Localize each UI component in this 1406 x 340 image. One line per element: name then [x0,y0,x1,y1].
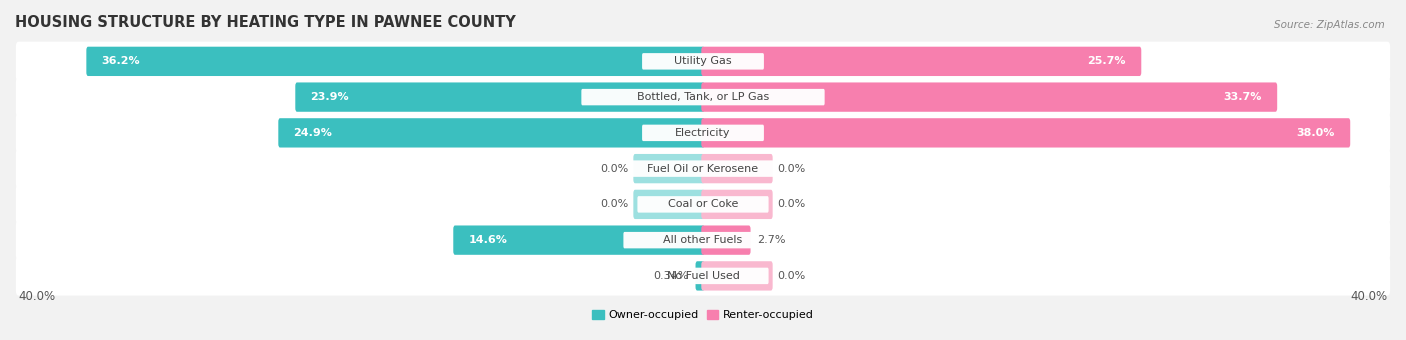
FancyBboxPatch shape [637,268,769,284]
FancyBboxPatch shape [696,261,704,291]
FancyBboxPatch shape [600,160,806,177]
Text: 24.9%: 24.9% [294,128,332,138]
FancyBboxPatch shape [702,190,773,219]
Text: Source: ZipAtlas.com: Source: ZipAtlas.com [1274,20,1385,30]
Text: 40.0%: 40.0% [1351,290,1388,303]
Text: 0.0%: 0.0% [600,164,628,174]
FancyBboxPatch shape [278,118,704,148]
Text: 0.0%: 0.0% [600,199,628,209]
Text: 0.34%: 0.34% [654,271,689,281]
Text: 0.0%: 0.0% [778,199,806,209]
FancyBboxPatch shape [15,185,1391,224]
FancyBboxPatch shape [637,196,769,212]
Text: 25.7%: 25.7% [1087,56,1126,66]
Text: 2.7%: 2.7% [758,235,786,245]
FancyBboxPatch shape [15,42,1391,81]
FancyBboxPatch shape [702,261,773,291]
Legend: Owner-occupied, Renter-occupied: Owner-occupied, Renter-occupied [588,306,818,325]
Text: Coal or Coke: Coal or Coke [668,199,738,209]
FancyBboxPatch shape [702,83,1277,112]
Text: Utility Gas: Utility Gas [675,56,731,66]
FancyBboxPatch shape [633,190,704,219]
FancyBboxPatch shape [702,154,773,183]
Text: 36.2%: 36.2% [101,56,141,66]
Text: Electricity: Electricity [675,128,731,138]
FancyBboxPatch shape [581,89,825,105]
FancyBboxPatch shape [643,125,763,141]
FancyBboxPatch shape [702,47,1142,76]
FancyBboxPatch shape [643,53,763,70]
Text: 38.0%: 38.0% [1296,128,1334,138]
Text: 0.0%: 0.0% [778,271,806,281]
Text: 14.6%: 14.6% [468,235,508,245]
FancyBboxPatch shape [15,256,1391,295]
FancyBboxPatch shape [15,78,1391,117]
FancyBboxPatch shape [633,154,704,183]
Text: 33.7%: 33.7% [1223,92,1263,102]
FancyBboxPatch shape [702,225,751,255]
Text: 40.0%: 40.0% [18,290,55,303]
FancyBboxPatch shape [15,113,1391,153]
FancyBboxPatch shape [15,220,1391,260]
Text: HOUSING STRUCTURE BY HEATING TYPE IN PAWNEE COUNTY: HOUSING STRUCTURE BY HEATING TYPE IN PAW… [15,15,516,30]
Text: All other Fuels: All other Fuels [664,235,742,245]
FancyBboxPatch shape [623,232,783,248]
Text: 23.9%: 23.9% [311,92,349,102]
FancyBboxPatch shape [453,225,704,255]
FancyBboxPatch shape [295,83,704,112]
Text: Bottled, Tank, or LP Gas: Bottled, Tank, or LP Gas [637,92,769,102]
Text: Fuel Oil or Kerosene: Fuel Oil or Kerosene [647,164,759,174]
FancyBboxPatch shape [702,118,1350,148]
FancyBboxPatch shape [86,47,704,76]
Text: No Fuel Used: No Fuel Used [666,271,740,281]
FancyBboxPatch shape [15,149,1391,188]
Text: 0.0%: 0.0% [778,164,806,174]
